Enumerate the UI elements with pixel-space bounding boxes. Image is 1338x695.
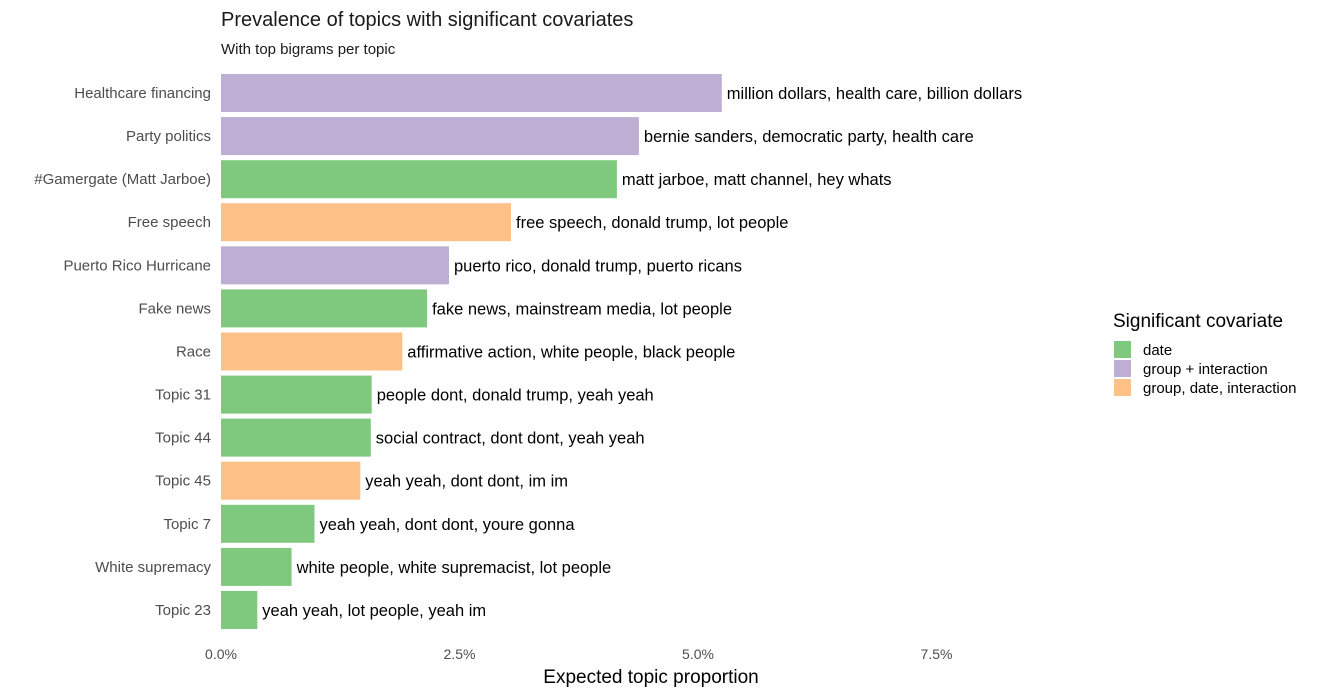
legend-label: date [1143, 342, 1172, 359]
bar [221, 461, 361, 500]
bar [221, 289, 428, 328]
bar-data-label: white people, white supremacist, lot peo… [296, 559, 612, 577]
category-label: Topic 45 [155, 473, 211, 490]
bar-data-label: bernie sanders, democratic party, health… [644, 128, 974, 146]
category-label: Puerto Rico Hurricane [63, 257, 211, 274]
bar [221, 203, 511, 242]
legend-swatch [1114, 360, 1131, 377]
bar-data-label: social contract, dont dont, yeah yeah [376, 430, 645, 448]
bar-data-label: yeah yeah, lot people, yeah im [262, 602, 486, 620]
bar [221, 332, 403, 371]
bar-data-label: fake news, mainstream media, lot people [432, 300, 732, 318]
bar [221, 117, 639, 156]
bar [221, 375, 372, 414]
bar [221, 591, 258, 629]
x-tick-label: 5.0% [682, 646, 714, 662]
legend: Significant covariate date group + intera… [1113, 311, 1296, 397]
chart-title: Prevalence of topics with significant co… [221, 9, 633, 31]
bar-group [221, 74, 722, 629]
category-label: #Gamergate (Matt Jarboe) [34, 171, 211, 188]
x-tick-label: 7.5% [921, 646, 953, 662]
bar-data-label: yeah yeah, dont dont, im im [365, 473, 568, 491]
bar-data-label: puerto rico, donald trump, puerto ricans [454, 257, 742, 275]
category-label: Fake news [138, 300, 211, 317]
chart-subtitle: With top bigrams per topic [221, 41, 396, 58]
category-label: Free speech [128, 214, 211, 231]
bar [221, 504, 315, 543]
bar-data-label: free speech, donald trump, lot people [516, 214, 788, 232]
category-label: Topic 23 [155, 602, 211, 619]
legend-label: group, date, interaction [1143, 380, 1296, 397]
legend-swatch [1114, 379, 1131, 396]
bar [221, 74, 722, 112]
x-axis-ticks: 0.0% 2.5% 5.0% 7.5% [205, 646, 952, 662]
x-axis-title: Expected topic proportion [543, 667, 758, 688]
legend-title: Significant covariate [1113, 311, 1283, 332]
bar-data-label: million dollars, health care, billion do… [727, 85, 1022, 103]
bar [221, 246, 449, 285]
category-label: Topic 31 [155, 387, 211, 404]
category-label: White supremacy [95, 559, 211, 576]
legend-entries: date group + interaction group, date, inte… [1114, 341, 1296, 397]
x-tick-label: 0.0% [205, 646, 237, 662]
bar [221, 418, 371, 457]
category-label: Topic 7 [163, 516, 211, 533]
category-label: Party politics [126, 128, 211, 145]
x-tick-label: 2.5% [444, 646, 476, 662]
bar-labels: million dollars, health care, billion do… [262, 85, 1022, 620]
category-label: Race [176, 344, 211, 361]
category-labels: Healthcare financing Party politics #Gamer… [34, 85, 211, 619]
legend-swatch [1114, 341, 1131, 358]
bar [221, 160, 617, 199]
bar-data-label: affirmative action, white people, black … [407, 344, 735, 362]
bar [221, 547, 292, 586]
bar-data-label: people dont, donald trump, yeah yeah [377, 387, 654, 405]
category-label: Topic 44 [155, 430, 211, 447]
legend-label: group + interaction [1143, 361, 1268, 378]
bar-data-label: matt jarboe, matt channel, hey whats [622, 171, 892, 189]
category-label: Healthcare financing [74, 85, 211, 102]
bar-data-label: yeah yeah, dont dont, youre gonna [320, 516, 576, 534]
